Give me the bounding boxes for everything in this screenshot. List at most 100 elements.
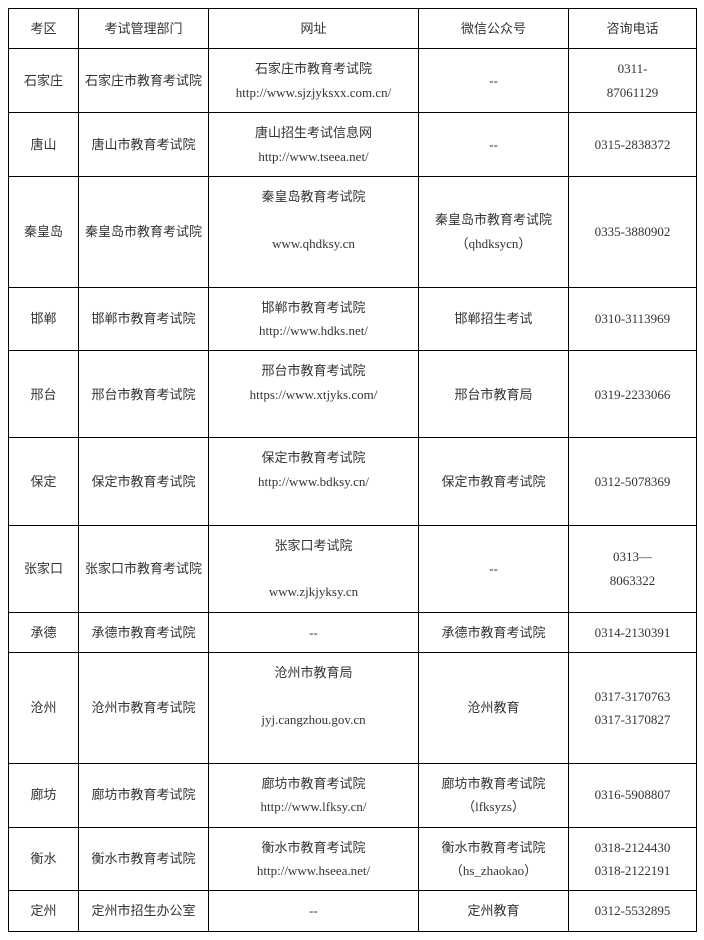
url-address: http://www.hdks.net/ — [213, 319, 414, 342]
cell-wechat: 承德市教育考试院 — [419, 612, 569, 652]
cell-area: 保定 — [9, 438, 79, 525]
phone-1: 0310-3113969 — [573, 307, 692, 330]
cell-phone: 0313—8063322 — [569, 525, 697, 612]
header-area: 考区 — [9, 9, 79, 49]
cell-url: -- — [209, 891, 419, 931]
url-name: 石家庄市教育考试院 — [213, 57, 414, 80]
cell-url: 秦皇岛教育考试院 www.qhdksy.cn — [209, 176, 419, 287]
phone-1: 0314-2130391 — [573, 621, 692, 644]
cell-url: 廊坊市教育考试院http://www.lfksy.cn/ — [209, 763, 419, 827]
cell-dept: 沧州市教育考试院 — [79, 653, 209, 764]
cell-wechat: 邢台市教育局 — [419, 351, 569, 438]
cell-url: 石家庄市教育考试院http://www.sjzjyksxx.com.cn/ — [209, 49, 419, 113]
wechat-name: 沧州教育 — [423, 696, 564, 719]
phone-1: 0311- — [573, 57, 692, 80]
cell-phone: 0317-31707630317-3170827 — [569, 653, 697, 764]
cell-dept: 衡水市教育考试院 — [79, 827, 209, 891]
cell-url: 唐山招生考试信息网http://www.tseea.net/ — [209, 113, 419, 177]
cell-area: 张家口 — [9, 525, 79, 612]
header-wechat: 微信公众号 — [419, 9, 569, 49]
phone-2: 0318-2122191 — [573, 859, 692, 882]
url-address: http://www.sjzjyksxx.com.cn/ — [213, 81, 414, 104]
cell-phone: 0311-87061129 — [569, 49, 697, 113]
url-address: www.qhdksy.cn — [213, 232, 414, 255]
cell-dept: 邢台市教育考试院 — [79, 351, 209, 438]
wechat-name: 廊坊市教育考试院 — [423, 772, 564, 795]
cell-wechat: 秦皇岛市教育考试院（qhdksycn） — [419, 176, 569, 287]
url-name: 保定市教育考试院 — [213, 446, 414, 469]
wechat-id: （qhdksycn） — [423, 232, 564, 255]
table-row: 石家庄石家庄市教育考试院石家庄市教育考试院http://www.sjzjyksx… — [9, 49, 697, 113]
wechat-name: 邯郸招生考试 — [423, 307, 564, 330]
url-address: https://www.xtjyks.com/ — [213, 383, 414, 406]
cell-wechat: -- — [419, 525, 569, 612]
cell-area: 沧州 — [9, 653, 79, 764]
header-phone: 咨询电话 — [569, 9, 697, 49]
table-row: 保定保定市教育考试院保定市教育考试院http://www.bdksy.cn/ 保… — [9, 438, 697, 525]
table-row: 廊坊廊坊市教育考试院廊坊市教育考试院http://www.lfksy.cn/廊坊… — [9, 763, 697, 827]
url-spacer — [213, 255, 414, 278]
url-name: 邯郸市教育考试院 — [213, 296, 414, 319]
phone-1: 0315-2838372 — [573, 133, 692, 156]
cell-dept: 定州市招生办公室 — [79, 891, 209, 931]
url-address: http://www.lfksy.cn/ — [213, 795, 414, 818]
cell-phone: 0316-5908807 — [569, 763, 697, 827]
cell-phone: 0312-5532895 — [569, 891, 697, 931]
wechat-name: 定州教育 — [423, 899, 564, 922]
cell-url: 张家口考试院 www.zjkjyksy.cn — [209, 525, 419, 612]
url-name: 廊坊市教育考试院 — [213, 772, 414, 795]
wechat-id: （lfksyzs） — [423, 795, 564, 818]
cell-dept: 石家庄市教育考试院 — [79, 49, 209, 113]
wechat-name: -- — [423, 69, 564, 92]
cell-url: -- — [209, 612, 419, 652]
header-url: 网址 — [209, 9, 419, 49]
table-row: 秦皇岛秦皇岛市教育考试院秦皇岛教育考试院 www.qhdksy.cn 秦皇岛市教… — [9, 176, 697, 287]
wechat-name: -- — [423, 557, 564, 580]
cell-url: 邢台市教育考试院https://www.xtjyks.com/ — [209, 351, 419, 438]
cell-url: 保定市教育考试院http://www.bdksy.cn/ — [209, 438, 419, 525]
table-header-row: 考区 考试管理部门 网址 微信公众号 咨询电话 — [9, 9, 697, 49]
cell-area: 唐山 — [9, 113, 79, 177]
wechat-name: 秦皇岛市教育考试院 — [423, 208, 564, 231]
url-spacer — [213, 685, 414, 708]
cell-phone: 0318-21244300318-2122191 — [569, 827, 697, 891]
cell-phone: 0312-5078369 — [569, 438, 697, 525]
cell-wechat: 沧州教育 — [419, 653, 569, 764]
cell-area: 定州 — [9, 891, 79, 931]
cell-area: 廊坊 — [9, 763, 79, 827]
phone-1: 0318-2124430 — [573, 836, 692, 859]
table-row: 唐山唐山市教育考试院唐山招生考试信息网http://www.tseea.net/… — [9, 113, 697, 177]
table-row: 定州定州市招生办公室-- 定州教育0312-5532895 — [9, 891, 697, 931]
url-name: 张家口考试院 — [213, 534, 414, 557]
cell-area: 承德 — [9, 612, 79, 652]
cell-phone: 0315-2838372 — [569, 113, 697, 177]
wechat-name: 承德市教育考试院 — [423, 621, 564, 644]
phone-1: 0319-2233066 — [573, 383, 692, 406]
cell-dept: 张家口市教育考试院 — [79, 525, 209, 612]
cell-dept: 廊坊市教育考试院 — [79, 763, 209, 827]
cell-dept: 唐山市教育考试院 — [79, 113, 209, 177]
url-address: www.zjkjyksy.cn — [213, 580, 414, 603]
cell-wechat: 廊坊市教育考试院（lfksyzs） — [419, 763, 569, 827]
url-name: -- — [213, 899, 414, 922]
cell-dept: 邯郸市教育考试院 — [79, 287, 209, 351]
cell-area: 邯郸 — [9, 287, 79, 351]
phone-2: 0317-3170827 — [573, 708, 692, 731]
phone-1: 0316-5908807 — [573, 783, 692, 806]
cell-area: 衡水 — [9, 827, 79, 891]
table-row: 沧州沧州市教育考试院沧州市教育局 jyj.cangzhou.gov.cn 沧州教… — [9, 653, 697, 764]
cell-dept: 承德市教育考试院 — [79, 612, 209, 652]
cell-wechat: 邯郸招生考试 — [419, 287, 569, 351]
cell-wechat: 衡水市教育考试院（hs_zhaokao） — [419, 827, 569, 891]
table-row: 邯郸邯郸市教育考试院邯郸市教育考试院http://www.hdks.net/邯郸… — [9, 287, 697, 351]
cell-area: 石家庄 — [9, 49, 79, 113]
table-body: 石家庄石家庄市教育考试院石家庄市教育考试院http://www.sjzjyksx… — [9, 49, 697, 931]
wechat-id: （hs_zhaokao） — [423, 859, 564, 882]
url-spacer — [213, 406, 414, 429]
phone-1: 0313— — [573, 545, 692, 568]
url-spacer — [213, 208, 414, 231]
url-address: http://www.hseea.net/ — [213, 859, 414, 882]
phone-1: 0335-3880902 — [573, 220, 692, 243]
cell-wechat: 定州教育 — [419, 891, 569, 931]
url-name: 沧州市教育局 — [213, 661, 414, 684]
